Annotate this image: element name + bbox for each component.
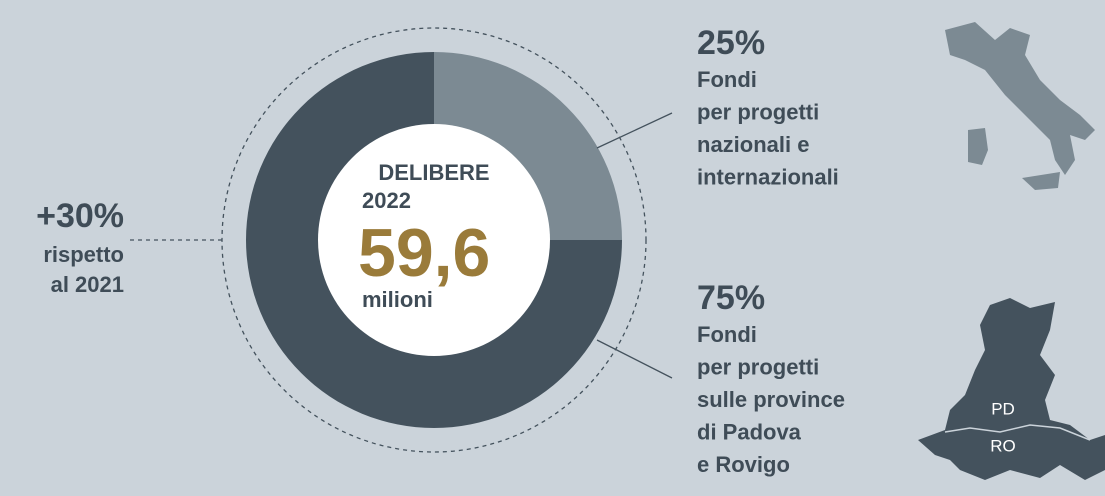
slice-label: Fondi [697, 67, 757, 92]
slice-value-label: 25% [697, 24, 765, 62]
leader-line [596, 339, 673, 379]
donut-hole [318, 124, 550, 356]
map-label: PD [991, 399, 1015, 418]
change-text: al 2021 [51, 272, 124, 297]
province-border [944, 424, 1091, 441]
sicily-map [1022, 172, 1060, 190]
slice-label: di Padova [697, 419, 802, 444]
slice-label: sulle province [697, 387, 845, 412]
slice-label: nazionali e [697, 132, 809, 157]
center-unit: milioni [362, 287, 433, 312]
donut [246, 52, 622, 428]
map-label: RO [990, 436, 1016, 455]
provinces-map [918, 298, 1105, 480]
slice-label: per progetti [697, 354, 819, 379]
center-subtitle: 2022 [362, 188, 411, 213]
slice-label: Fondi [697, 322, 757, 347]
slice-value-label: 75% [697, 279, 765, 317]
change-value: +30% [36, 197, 124, 235]
italy-map [945, 22, 1095, 175]
slice-label: per progetti [697, 99, 819, 124]
center-total: 59,6 [358, 215, 490, 291]
change-text: rispetto [43, 242, 124, 267]
slice-label: e Rovigo [697, 452, 790, 477]
donut-slice [434, 52, 622, 240]
slice-label: internazionali [697, 164, 839, 189]
donut-slice [246, 52, 622, 428]
leader-line [596, 112, 673, 149]
sardinia-map [968, 128, 988, 165]
center-title: DELIBERE [378, 160, 489, 185]
